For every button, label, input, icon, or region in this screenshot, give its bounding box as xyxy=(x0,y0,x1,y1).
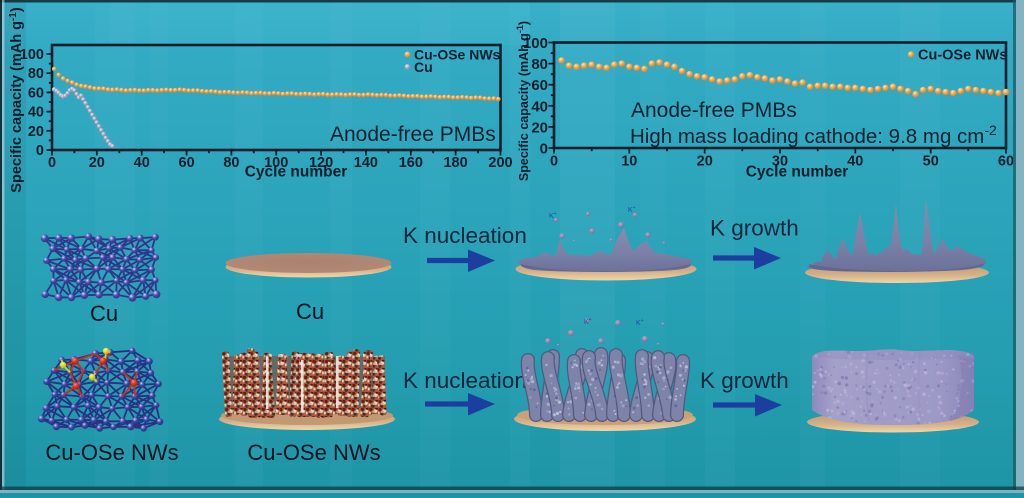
svg-text:Cu-OSe NWs: Cu-OSe NWs xyxy=(918,48,1007,64)
svg-text:0: 0 xyxy=(540,141,548,158)
svg-text:Cu-OSe NWs: Cu-OSe NWs xyxy=(247,440,380,465)
svg-text:Specific capacity (mAh g-1): Specific capacity (mAh g-1) xyxy=(8,7,26,193)
svg-text:60: 60 xyxy=(28,85,44,101)
svg-text:0: 0 xyxy=(36,143,44,159)
svg-text:10: 10 xyxy=(621,154,637,170)
svg-text:K growth: K growth xyxy=(700,368,789,393)
svg-text:K growth: K growth xyxy=(710,216,799,241)
svg-text:20: 20 xyxy=(28,124,44,140)
svg-text:40: 40 xyxy=(28,105,44,121)
svg-text:50: 50 xyxy=(923,154,939,170)
svg-text:140: 140 xyxy=(354,155,378,171)
svg-text:60: 60 xyxy=(998,154,1014,170)
svg-text:Anode-free PMBs: Anode-free PMBs xyxy=(631,99,797,122)
svg-text:180: 180 xyxy=(443,155,467,171)
svg-text:20: 20 xyxy=(89,155,105,171)
svg-text:Cu-OSe NWs: Cu-OSe NWs xyxy=(45,440,178,465)
svg-text:20: 20 xyxy=(697,154,713,170)
svg-text:K nucleation: K nucleation xyxy=(403,223,527,248)
svg-text:Specific capacity (mAh g-1): Specific capacity (mAh g-1) xyxy=(515,21,531,181)
svg-text:Cycle number: Cycle number xyxy=(245,164,348,181)
svg-text:K nucleation: K nucleation xyxy=(403,368,527,393)
svg-text:Anode-free PMBs: Anode-free PMBs xyxy=(330,123,496,146)
svg-text:Cu: Cu xyxy=(90,301,118,326)
svg-text:160: 160 xyxy=(399,155,423,171)
svg-text:40: 40 xyxy=(531,98,548,115)
svg-text:High mass loading cathode: 9.8: High mass loading cathode: 9.8 mg cm-2 xyxy=(630,122,997,148)
svg-text:Cu: Cu xyxy=(414,59,433,75)
svg-text:Cu: Cu xyxy=(296,299,324,324)
svg-text:60: 60 xyxy=(531,77,548,94)
svg-text:0: 0 xyxy=(550,154,558,170)
svg-text:0: 0 xyxy=(48,155,56,171)
svg-text:Cycle number: Cycle number xyxy=(746,164,849,181)
svg-text:80: 80 xyxy=(531,56,548,73)
svg-text:20: 20 xyxy=(531,119,548,136)
svg-text:60: 60 xyxy=(179,155,195,171)
svg-text:40: 40 xyxy=(847,154,863,170)
svg-text:200: 200 xyxy=(488,155,512,171)
svg-text:40: 40 xyxy=(134,155,150,171)
svg-text:80: 80 xyxy=(28,66,44,82)
svg-text:80: 80 xyxy=(223,155,239,171)
